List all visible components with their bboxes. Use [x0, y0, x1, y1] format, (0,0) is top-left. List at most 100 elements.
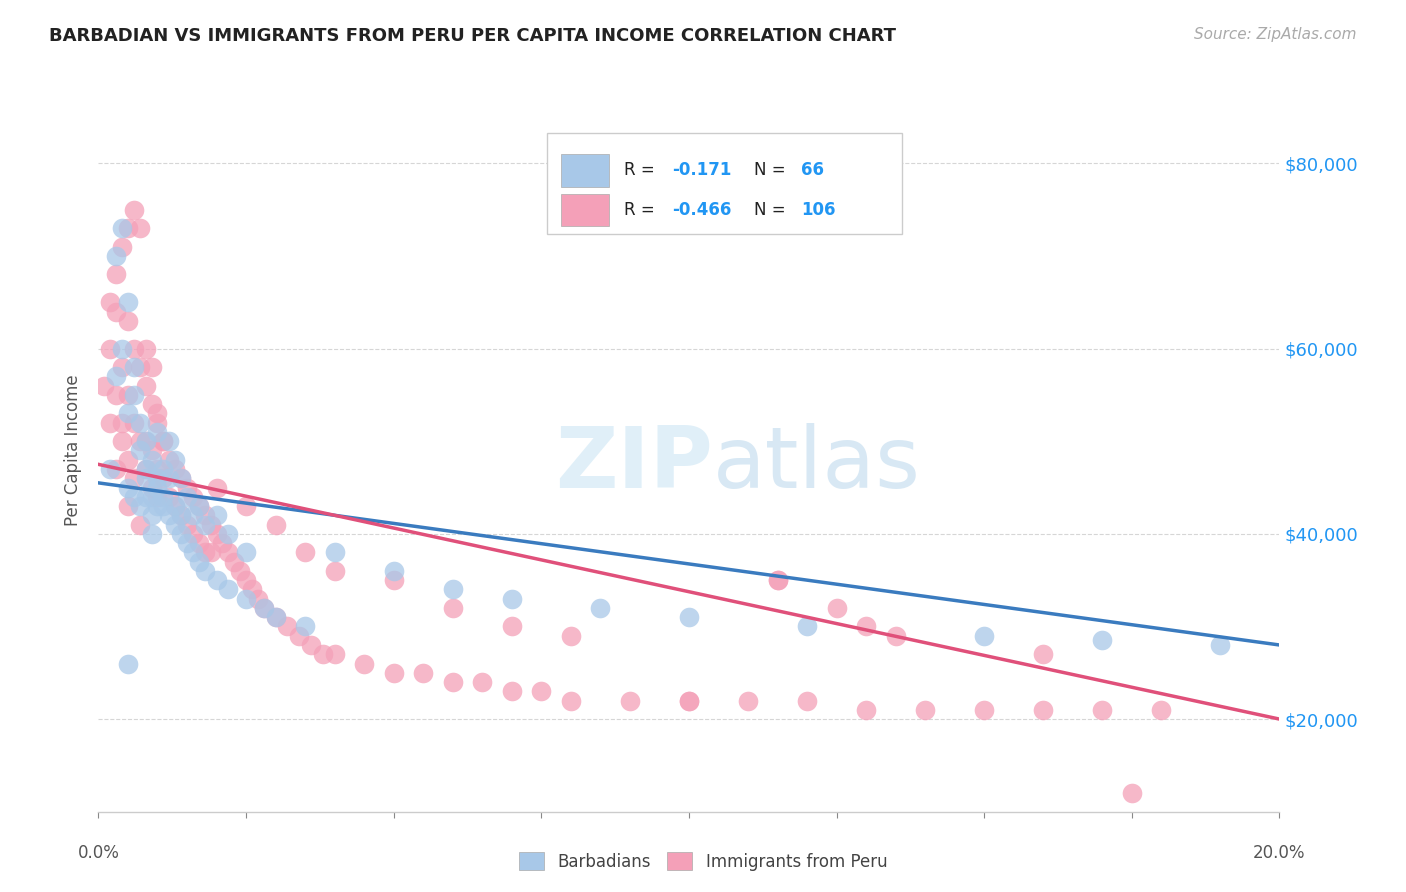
Point: [441, 601, 464, 615]
Point: [176, 536, 198, 550]
Text: -0.466: -0.466: [672, 201, 731, 219]
Point: [441, 675, 464, 690]
Point: [111, 221, 134, 235]
Point: [294, 545, 316, 559]
Point: [914, 703, 936, 717]
Point: [165, 499, 187, 513]
Point: [205, 508, 228, 523]
Point: [122, 490, 145, 504]
FancyBboxPatch shape: [547, 133, 901, 234]
Point: [796, 693, 818, 707]
Point: [825, 601, 848, 615]
Point: [152, 471, 174, 485]
Point: [253, 601, 276, 615]
Point: [122, 388, 145, 402]
Point: [187, 499, 209, 513]
Point: [111, 342, 134, 356]
Point: [253, 601, 276, 615]
Point: [93, 378, 115, 392]
Point: [135, 342, 157, 356]
Point: [176, 481, 198, 495]
Point: [170, 508, 193, 523]
Point: [165, 499, 187, 513]
Point: [619, 693, 641, 707]
Point: [194, 564, 217, 578]
Point: [678, 693, 700, 707]
Point: [264, 610, 287, 624]
Point: [1121, 786, 1143, 800]
Point: [412, 665, 434, 680]
Point: [240, 582, 263, 597]
Point: [181, 508, 204, 523]
Point: [217, 526, 239, 541]
Point: [973, 703, 995, 717]
Text: 106: 106: [801, 201, 835, 219]
Point: [117, 295, 139, 310]
Point: [146, 490, 169, 504]
Point: [235, 573, 257, 587]
Point: [181, 545, 204, 559]
Point: [796, 619, 818, 633]
Text: -0.171: -0.171: [672, 161, 731, 179]
Point: [152, 462, 174, 476]
Point: [98, 295, 121, 310]
Point: [170, 471, 193, 485]
Point: [678, 693, 700, 707]
Point: [737, 693, 759, 707]
Point: [246, 591, 269, 606]
Point: [98, 416, 121, 430]
Point: [217, 582, 239, 597]
Point: [382, 573, 405, 587]
Point: [105, 268, 128, 282]
Point: [194, 517, 217, 532]
Text: 0.0%: 0.0%: [77, 844, 120, 863]
Point: [128, 443, 150, 458]
Point: [176, 490, 198, 504]
Point: [323, 545, 346, 559]
Point: [135, 490, 157, 504]
Text: BARBADIAN VS IMMIGRANTS FROM PERU PER CAPITA INCOME CORRELATION CHART: BARBADIAN VS IMMIGRANTS FROM PERU PER CA…: [49, 27, 896, 45]
Point: [200, 517, 222, 532]
Point: [181, 490, 204, 504]
Point: [560, 629, 582, 643]
Point: [530, 684, 553, 698]
Point: [501, 684, 523, 698]
Point: [135, 462, 157, 476]
FancyBboxPatch shape: [561, 194, 609, 227]
Legend: Barbadians, Immigrants from Peru: Barbadians, Immigrants from Peru: [510, 844, 896, 880]
Point: [312, 647, 335, 661]
Point: [471, 675, 494, 690]
Text: R =: R =: [624, 161, 659, 179]
Point: [299, 638, 322, 652]
Point: [165, 452, 187, 467]
Point: [170, 508, 193, 523]
Point: [217, 545, 239, 559]
Point: [766, 573, 789, 587]
Point: [141, 526, 163, 541]
Point: [105, 388, 128, 402]
Text: N =: N =: [754, 201, 790, 219]
Point: [146, 481, 169, 495]
Point: [135, 434, 157, 449]
Point: [170, 526, 193, 541]
Point: [973, 629, 995, 643]
Point: [157, 508, 180, 523]
Point: [187, 555, 209, 569]
Point: [105, 369, 128, 384]
Point: [353, 657, 375, 671]
Point: [146, 406, 169, 420]
Point: [205, 526, 228, 541]
Point: [98, 462, 121, 476]
Y-axis label: Per Capita Income: Per Capita Income: [65, 375, 83, 526]
Point: [122, 342, 145, 356]
Point: [141, 443, 163, 458]
Point: [884, 629, 907, 643]
Point: [117, 221, 139, 235]
Point: [1209, 638, 1232, 652]
Point: [122, 471, 145, 485]
Text: atlas: atlas: [713, 424, 921, 507]
Point: [141, 397, 163, 411]
Point: [194, 545, 217, 559]
Point: [294, 619, 316, 633]
Point: [111, 416, 134, 430]
